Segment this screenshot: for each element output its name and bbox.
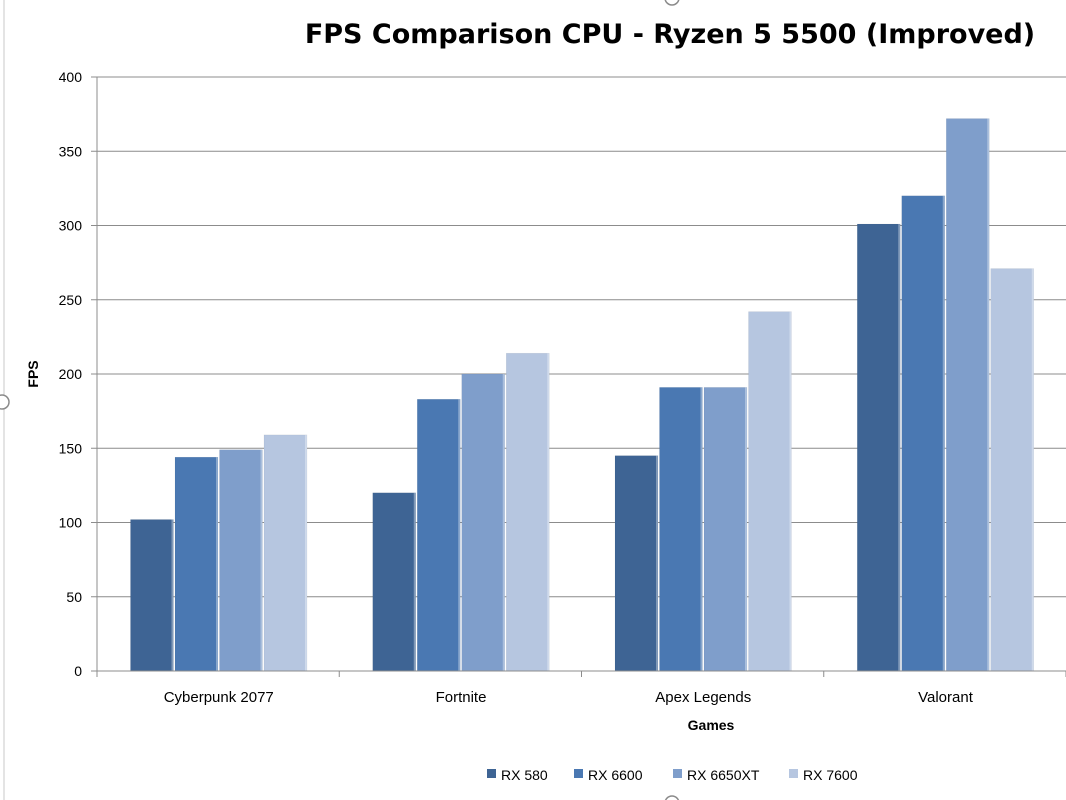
bars xyxy=(130,118,1034,672)
legend-swatch xyxy=(574,769,583,778)
bar-edge-shade xyxy=(502,374,505,671)
x-axis-category-labels: Cyberpunk 2077 Fortnite Apex Legends Valora… xyxy=(164,689,974,706)
x-tick-label: Fortnite xyxy=(436,689,487,706)
resize-handle-bottom[interactable] xyxy=(664,795,680,800)
bar-edge-shade xyxy=(942,195,945,672)
y-tick-label: 50 xyxy=(66,589,82,605)
bar-edge-shade xyxy=(413,492,416,671)
bar-edge-shade xyxy=(458,399,461,671)
y-tick-label: 350 xyxy=(59,143,83,159)
legend-swatch xyxy=(487,769,496,778)
bar xyxy=(703,387,748,672)
bar xyxy=(946,118,990,672)
bar xyxy=(506,352,550,672)
bar-edge-shade xyxy=(700,387,703,671)
bar xyxy=(748,311,792,672)
bar xyxy=(857,223,901,672)
y-tick-label: 150 xyxy=(59,440,83,456)
y-axis-title: FPS xyxy=(25,360,41,387)
legend: RX 580 RX 6600 RX 6650XT RX 7600 xyxy=(487,767,858,783)
y-tick-label: 400 xyxy=(59,69,83,85)
bar xyxy=(461,373,505,672)
legend-label: RX 580 xyxy=(501,767,548,783)
bar-edge-shade xyxy=(656,455,658,671)
bar xyxy=(659,387,703,672)
x-tick-label: Valorant xyxy=(918,689,974,706)
bar-edge-shade xyxy=(171,519,174,671)
x-tick-label: Cyberpunk 2077 xyxy=(164,689,274,706)
legend-label: RX 7600 xyxy=(803,767,858,783)
bar-edge-shade xyxy=(216,457,218,671)
x-axis-title: Games xyxy=(688,717,735,733)
y-axis-tick-labels: 0 50 100 150 200 250 300 350 400 xyxy=(59,69,83,679)
chart-title: FPS Comparison CPU - Ryzen 5 5500 (Impro… xyxy=(305,19,1035,50)
x-tick-label: Apex Legends xyxy=(655,689,751,706)
bar xyxy=(263,434,308,672)
bar xyxy=(990,268,1034,672)
resize-handle-top[interactable] xyxy=(664,0,680,6)
bar xyxy=(372,492,416,672)
y-tick-label: 0 xyxy=(74,663,82,679)
bar-edge-shade xyxy=(260,449,263,671)
bar xyxy=(417,398,461,672)
resize-handle-left[interactable] xyxy=(0,394,10,410)
bar-edge-shade xyxy=(898,224,901,671)
bar-edge-shade xyxy=(987,118,990,671)
legend-swatch xyxy=(789,769,798,778)
bar xyxy=(219,449,263,672)
y-tick-label: 250 xyxy=(59,292,83,308)
legend-swatch xyxy=(673,769,682,778)
bar-edge-shade xyxy=(305,434,307,671)
y-tick-label: 300 xyxy=(59,218,83,234)
bar xyxy=(130,519,174,672)
bar-edge-shade xyxy=(745,387,747,671)
bar xyxy=(901,195,945,672)
bar-edge-shade xyxy=(789,311,792,671)
legend-label: RX 6650XT xyxy=(687,767,760,783)
legend-label: RX 6600 xyxy=(588,767,643,783)
bar-edge-shade xyxy=(547,353,550,671)
bar xyxy=(174,456,219,672)
y-tick-label: 100 xyxy=(59,515,83,531)
axes xyxy=(96,77,1066,677)
bar xyxy=(614,455,659,672)
bar-edge-shade xyxy=(1031,268,1034,671)
y-tick-label: 200 xyxy=(59,366,83,382)
